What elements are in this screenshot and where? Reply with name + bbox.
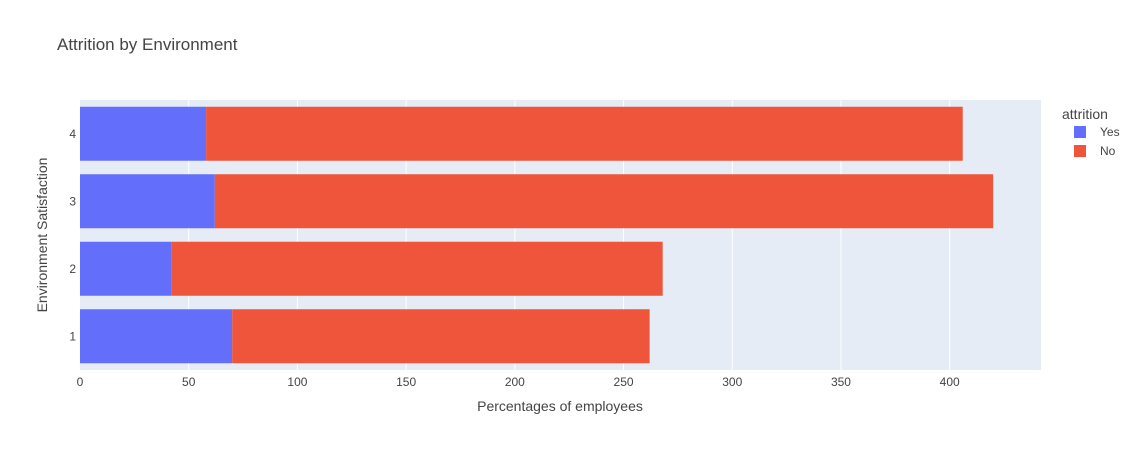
bar-yes-1 bbox=[80, 309, 233, 364]
bar-no-2 bbox=[171, 241, 663, 296]
bar-no-4 bbox=[206, 106, 963, 161]
bar-yes-2 bbox=[80, 241, 172, 296]
y-tick-label: 1 bbox=[69, 329, 76, 343]
chart-title: Attrition by Environment bbox=[57, 35, 238, 54]
legend-title: attrition bbox=[1062, 106, 1108, 122]
x-tick-label: 200 bbox=[505, 375, 525, 389]
x-tick-label: 300 bbox=[722, 375, 742, 389]
bars bbox=[80, 106, 994, 364]
bar-no-1 bbox=[232, 309, 650, 364]
y-tick-labels: 1 2 3 4 bbox=[69, 127, 76, 344]
legend-swatch-yes bbox=[1074, 126, 1086, 138]
x-tick-label: 100 bbox=[287, 375, 307, 389]
y-tick-label: 4 bbox=[69, 127, 76, 141]
x-axis-title: Percentages of employees bbox=[477, 398, 643, 414]
bar-no-3 bbox=[214, 174, 994, 229]
x-tick-label: 250 bbox=[614, 375, 634, 389]
x-tick-label: 50 bbox=[182, 375, 196, 389]
bar-yes-3 bbox=[80, 174, 215, 229]
legend-label-no: No bbox=[1100, 144, 1116, 158]
y-axis-title: Environment Satisfaction bbox=[34, 158, 50, 313]
y-tick-label: 2 bbox=[69, 262, 76, 276]
legend-label-yes: Yes bbox=[1100, 125, 1120, 139]
x-tick-labels: 0 50 100 150 200 250 300 350 400 bbox=[77, 375, 960, 389]
legend-swatch-no bbox=[1074, 145, 1086, 157]
x-tick-label: 350 bbox=[831, 375, 851, 389]
legend: attrition Yes No bbox=[1062, 106, 1120, 158]
x-tick-label: 400 bbox=[940, 375, 960, 389]
y-tick-label: 3 bbox=[69, 194, 76, 208]
x-tick-label: 150 bbox=[396, 375, 416, 389]
bar-yes-4 bbox=[80, 106, 207, 161]
x-tick-label: 0 bbox=[77, 375, 84, 389]
